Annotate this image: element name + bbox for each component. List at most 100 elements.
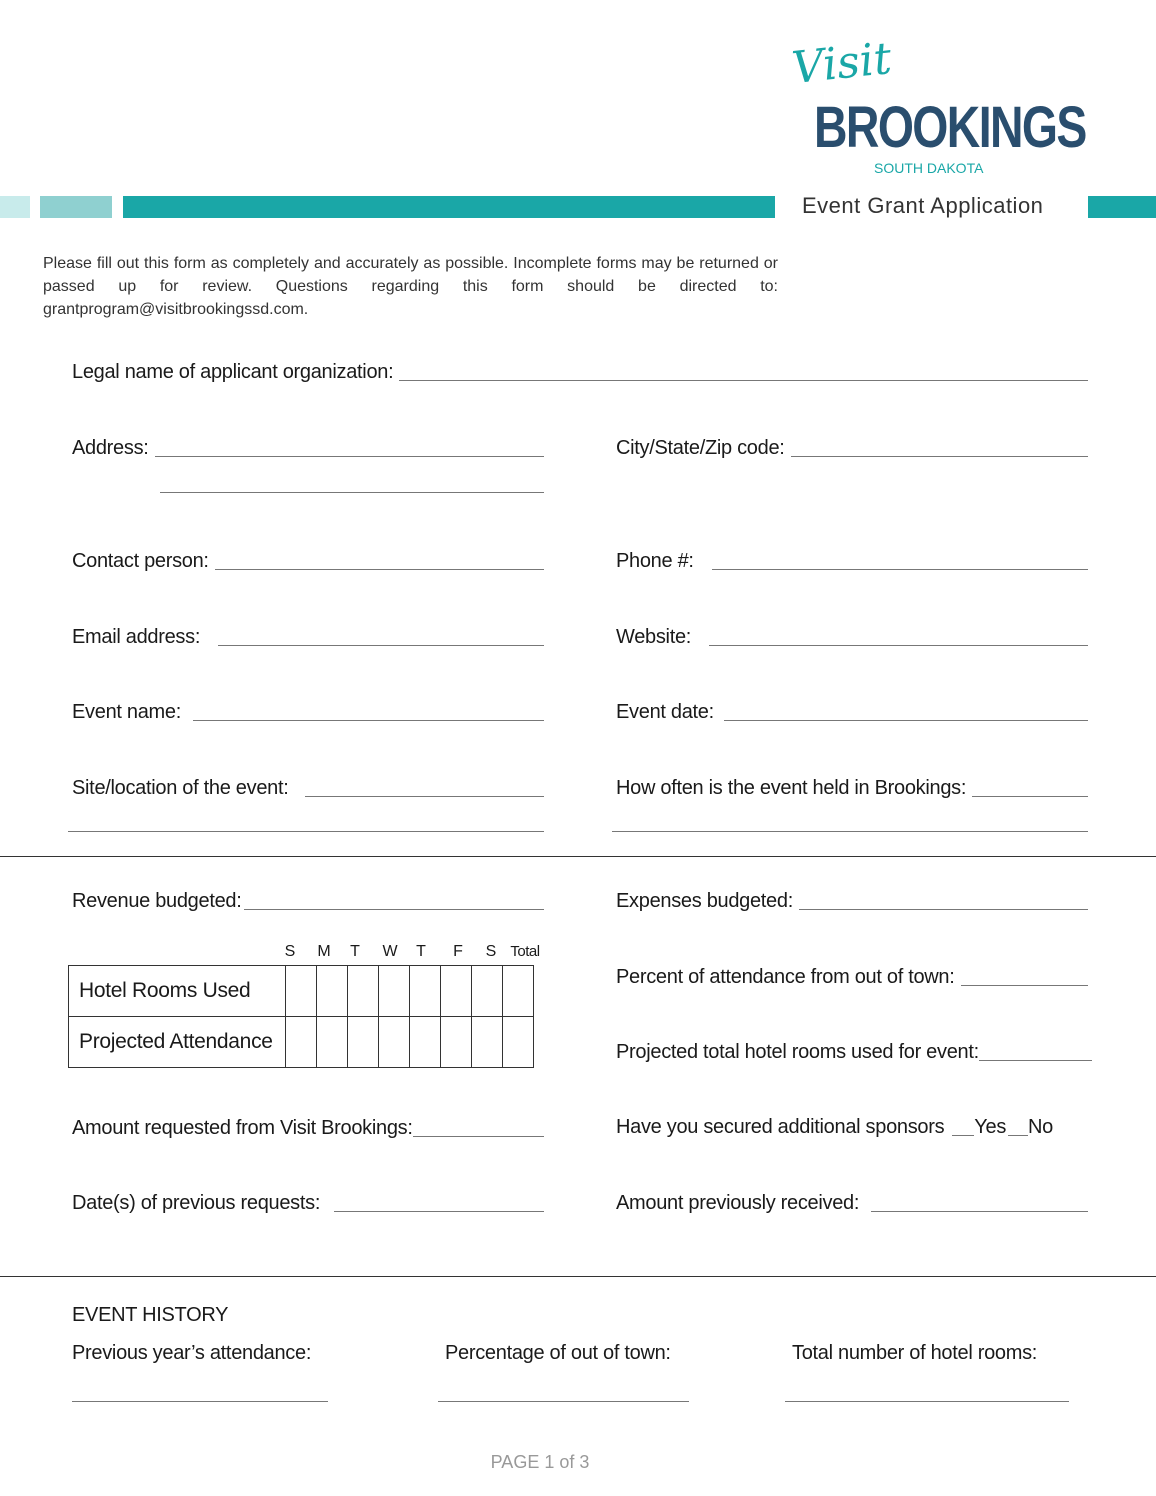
input-line[interactable]	[304, 796, 544, 797]
table-cell[interactable]	[316, 965, 348, 1017]
label: Address:	[72, 437, 149, 459]
revenue-field[interactable]: Revenue budgeted:	[72, 888, 544, 914]
table-cell[interactable]	[409, 1016, 441, 1068]
input-line[interactable]	[871, 1211, 1088, 1212]
hotel-rooms-label: Total number of hotel rooms:	[792, 1342, 1038, 1364]
day-header: T	[416, 943, 426, 960]
logo: Visit BROOKINGS SOUTH DAKOTA	[790, 33, 1088, 178]
label: Percent of attendance from out of town:	[616, 966, 955, 988]
table-cell[interactable]	[502, 1016, 534, 1068]
table-cell[interactable]	[347, 965, 379, 1017]
header-bar-right	[1088, 196, 1156, 218]
row-label: Projected Attendance	[68, 1016, 286, 1068]
input-line[interactable]	[334, 1211, 544, 1212]
document-title: Event Grant Application	[802, 193, 1044, 218]
yes-label: Yes	[974, 1116, 1007, 1138]
email-field[interactable]: Email address:	[72, 624, 544, 650]
table-cell[interactable]	[409, 965, 441, 1017]
input-line[interactable]	[214, 569, 544, 570]
table-cell[interactable]	[378, 1016, 410, 1068]
day-header-total: Total	[510, 943, 540, 960]
logo-region: SOUTH DAKOTA	[874, 160, 984, 176]
pct-out-label: Percentage of out of town:	[445, 1342, 671, 1364]
no-label: No	[1028, 1116, 1053, 1138]
label: Amount requested from Visit Brookings:	[72, 1117, 413, 1139]
input-line[interactable]	[399, 380, 1088, 381]
label: Revenue budgeted:	[72, 890, 242, 912]
table-cell[interactable]	[378, 965, 410, 1017]
website-field[interactable]: Website:	[616, 624, 1088, 650]
label: How often is the event held in Brookings…	[616, 777, 967, 799]
input-line[interactable]	[798, 909, 1088, 910]
logo-name: BROOKINGS	[814, 95, 1087, 160]
table-cell[interactable]	[471, 1016, 503, 1068]
address-field[interactable]: Address:	[72, 435, 544, 461]
input-line[interactable]	[412, 1136, 544, 1137]
city-state-zip-field[interactable]: City/State/Zip code:	[616, 435, 1088, 461]
table-cell[interactable]	[347, 1016, 379, 1068]
input-line[interactable]	[960, 985, 1088, 986]
label: Date(s) of previous requests:	[72, 1192, 321, 1214]
site-line-2[interactable]	[68, 831, 544, 832]
table-cell[interactable]	[471, 965, 503, 1017]
table-cell[interactable]	[285, 965, 317, 1017]
hotel-rooms-line[interactable]	[785, 1401, 1069, 1402]
address-line-2[interactable]	[160, 492, 544, 493]
label: Event date:	[616, 701, 714, 723]
input-line[interactable]	[218, 645, 544, 646]
yes-blank[interactable]	[952, 1135, 975, 1136]
expenses-field[interactable]: Expenses budgeted:	[616, 888, 1088, 914]
event-history-heading: EVENT HISTORY	[72, 1304, 229, 1326]
site-location-field[interactable]: Site/location of the event:	[72, 775, 544, 801]
day-header: T	[350, 943, 360, 960]
input-line[interactable]	[972, 796, 1088, 797]
prev-attendance-line[interactable]	[72, 1401, 328, 1402]
projected-rooms-field[interactable]: Projected total hotel rooms used for eve…	[616, 1039, 1092, 1065]
input-line[interactable]	[193, 720, 544, 721]
phone-field[interactable]: Phone #:	[616, 548, 1088, 574]
day-header: S	[485, 943, 497, 960]
label: Contact person:	[72, 550, 209, 572]
header-bar-main	[123, 196, 775, 218]
label: Website:	[616, 626, 692, 648]
input-line[interactable]	[723, 720, 1088, 721]
table-cell[interactable]	[316, 1016, 348, 1068]
header-bar-light	[0, 196, 30, 218]
input-line[interactable]	[790, 456, 1088, 457]
amount-previously-received-field[interactable]: Amount previously received:	[616, 1190, 1088, 1216]
previous-requests-field[interactable]: Date(s) of previous requests:	[72, 1190, 544, 1216]
percent-out-of-town-field[interactable]: Percent of attendance from out of town:	[616, 964, 1088, 990]
table-row: Projected Attendance	[68, 1016, 534, 1068]
day-header: S	[284, 943, 296, 960]
label: City/State/Zip code:	[616, 437, 785, 459]
sponsors-field: Have you secured additional sponsors Yes…	[616, 1114, 1092, 1140]
label: Have you secured additional sponsors	[616, 1116, 945, 1138]
header-bar-mid	[40, 196, 112, 218]
input-line[interactable]	[243, 909, 544, 910]
event-name-field[interactable]: Event name:	[72, 699, 544, 725]
no-blank[interactable]	[1008, 1135, 1029, 1136]
input-line[interactable]	[709, 645, 1088, 646]
legal-name-field[interactable]: Legal name of applicant organization:	[72, 359, 1088, 385]
event-date-field[interactable]: Event date:	[616, 699, 1088, 725]
label: Amount previously received:	[616, 1192, 860, 1214]
table-cell[interactable]	[285, 1016, 317, 1068]
label: Legal name of applicant organization:	[72, 361, 394, 383]
label: Event name:	[72, 701, 181, 723]
how-often-line-2[interactable]	[612, 831, 1088, 832]
how-often-field[interactable]: How often is the event held in Brookings…	[616, 775, 1088, 801]
contact-person-field[interactable]: Contact person:	[72, 548, 544, 574]
table-row: Hotel Rooms Used	[68, 965, 534, 1017]
input-line[interactable]	[978, 1060, 1092, 1061]
day-header: F	[453, 943, 463, 960]
table-cell[interactable]	[502, 965, 534, 1017]
table-cell[interactable]	[440, 965, 472, 1017]
input-line[interactable]	[711, 569, 1088, 570]
amount-requested-field[interactable]: Amount requested from Visit Brookings:	[72, 1115, 544, 1141]
input-line[interactable]	[154, 456, 544, 457]
attendance-table: Hotel Rooms Used Projected Attendance	[68, 965, 534, 1068]
table-cell[interactable]	[440, 1016, 472, 1068]
day-header: W	[382, 943, 398, 960]
label: Phone #:	[616, 550, 694, 572]
pct-out-line[interactable]	[438, 1401, 689, 1402]
